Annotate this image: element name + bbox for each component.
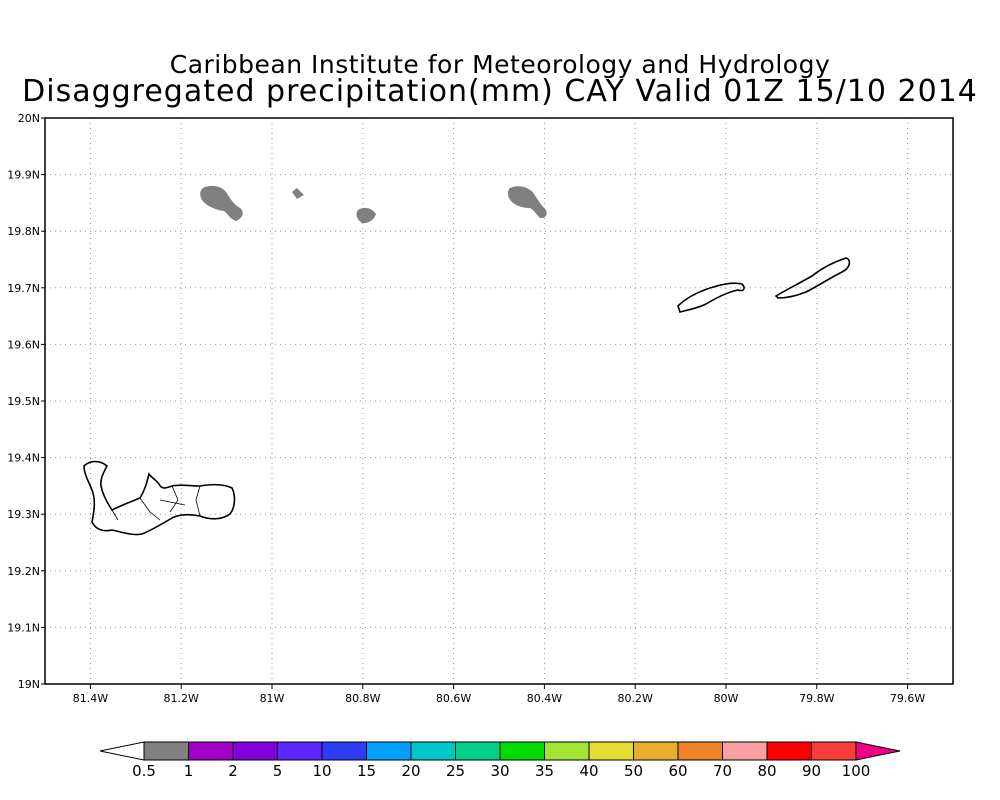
colorbar-swatch	[455, 741, 501, 761]
grand-cayman-coast	[83, 460, 236, 536]
title-institute: Caribbean Institute for Meteorology and …	[169, 50, 831, 79]
map-frame	[44, 117, 954, 685]
colorbar-label: 90	[802, 762, 821, 780]
x-tick-label: 80W	[714, 692, 739, 705]
colorbar-label: 100	[842, 762, 871, 780]
colorbar-label: 80	[757, 762, 776, 780]
colorbar-swatch	[544, 741, 590, 761]
y-tick-label: 19.8N	[7, 225, 40, 238]
colorbar-label: 1	[184, 762, 194, 780]
colorbar-swatch	[811, 741, 857, 761]
colorbar-label: 70	[713, 762, 732, 780]
y-tick-label: 19.4N	[7, 452, 40, 465]
x-tick-label: 80.6W	[436, 692, 471, 705]
y-tick-label: 19.7N	[7, 282, 40, 295]
colorbar-label: 40	[579, 762, 598, 780]
precip-cell	[356, 207, 376, 224]
colorbar-label: 60	[668, 762, 687, 780]
little-cayman-coast	[677, 282, 745, 313]
y-tick-label: 19.9N	[7, 169, 40, 182]
coastlines	[83, 257, 851, 536]
y-tick-label: 19N	[18, 678, 40, 691]
colorbar-swatch	[410, 741, 456, 761]
x-axis-ticks: 81.4W 81.2W 81W 80.8W 80.6W 80.4W 80.2W 80W 79.8…	[73, 684, 925, 705]
y-tick-label: 19.6N	[7, 338, 40, 351]
colorbar-high-triangle	[855, 741, 901, 761]
x-tick-label: 81.4W	[73, 692, 108, 705]
y-tick-label: 19.1N	[7, 621, 40, 634]
colorbar-swatch	[277, 741, 323, 761]
colorbar-swatch	[722, 741, 768, 761]
colorbar-swatch	[633, 741, 679, 761]
x-tick-label: 79.6W	[890, 692, 925, 705]
colorbar-label: 10	[312, 762, 331, 780]
colorbar-swatch	[188, 741, 234, 761]
colorbar-label: 15	[357, 762, 376, 780]
gridlines	[45, 118, 953, 684]
y-axis-ticks: 19N 19.1N 19.2N 19.3N 19.4N 19.5N 19.6N 19.7N 19…	[7, 112, 45, 691]
colorbar-label: 20	[401, 762, 420, 780]
colorbar-label: 50	[624, 762, 643, 780]
colorbar-label: 30	[490, 762, 509, 780]
precip-cell	[292, 188, 304, 199]
y-tick-label: 19.2N	[7, 565, 40, 578]
colorbar-label: 2	[228, 762, 238, 780]
colorbar-low-triangle	[99, 741, 145, 761]
colorbar-swatch	[321, 741, 367, 761]
precip-cell	[200, 185, 243, 221]
colorbar-label: 25	[446, 762, 465, 780]
precip-cell	[507, 186, 547, 219]
y-tick-label: 20N	[18, 112, 40, 125]
x-tick-label: 81.2W	[164, 692, 199, 705]
y-tick-label: 19.5N	[7, 395, 40, 408]
y-tick-label: 19.3N	[7, 508, 40, 521]
colorbar-swatch	[677, 741, 723, 761]
colorbar-label: 0.5	[132, 762, 156, 780]
colorbar: 0.5 1 2 5 10 15 20 25 30 35 40 50 60 70 80 90 100	[99, 741, 901, 780]
colorbar-swatch	[366, 741, 412, 761]
grand-cayman-districts	[111, 485, 201, 521]
colorbar-swatch	[232, 741, 278, 761]
colorbar-swatch	[499, 741, 545, 761]
x-tick-label: 80.2W	[618, 692, 653, 705]
x-tick-label: 79.8W	[799, 692, 834, 705]
colorbar-label: 35	[535, 762, 554, 780]
colorbar-swatch	[766, 741, 812, 761]
x-tick-label: 81W	[260, 692, 285, 705]
x-tick-label: 80.8W	[345, 692, 380, 705]
x-tick-label: 80.4W	[527, 692, 562, 705]
cayman-brac-coast	[774, 257, 851, 299]
colorbar-label: 5	[273, 762, 283, 780]
colorbar-swatch	[143, 741, 189, 761]
precip-cells	[200, 185, 547, 224]
title-product: Disaggregated precipitation(mm) CAY Vali…	[22, 74, 978, 109]
colorbar-swatch	[588, 741, 634, 761]
